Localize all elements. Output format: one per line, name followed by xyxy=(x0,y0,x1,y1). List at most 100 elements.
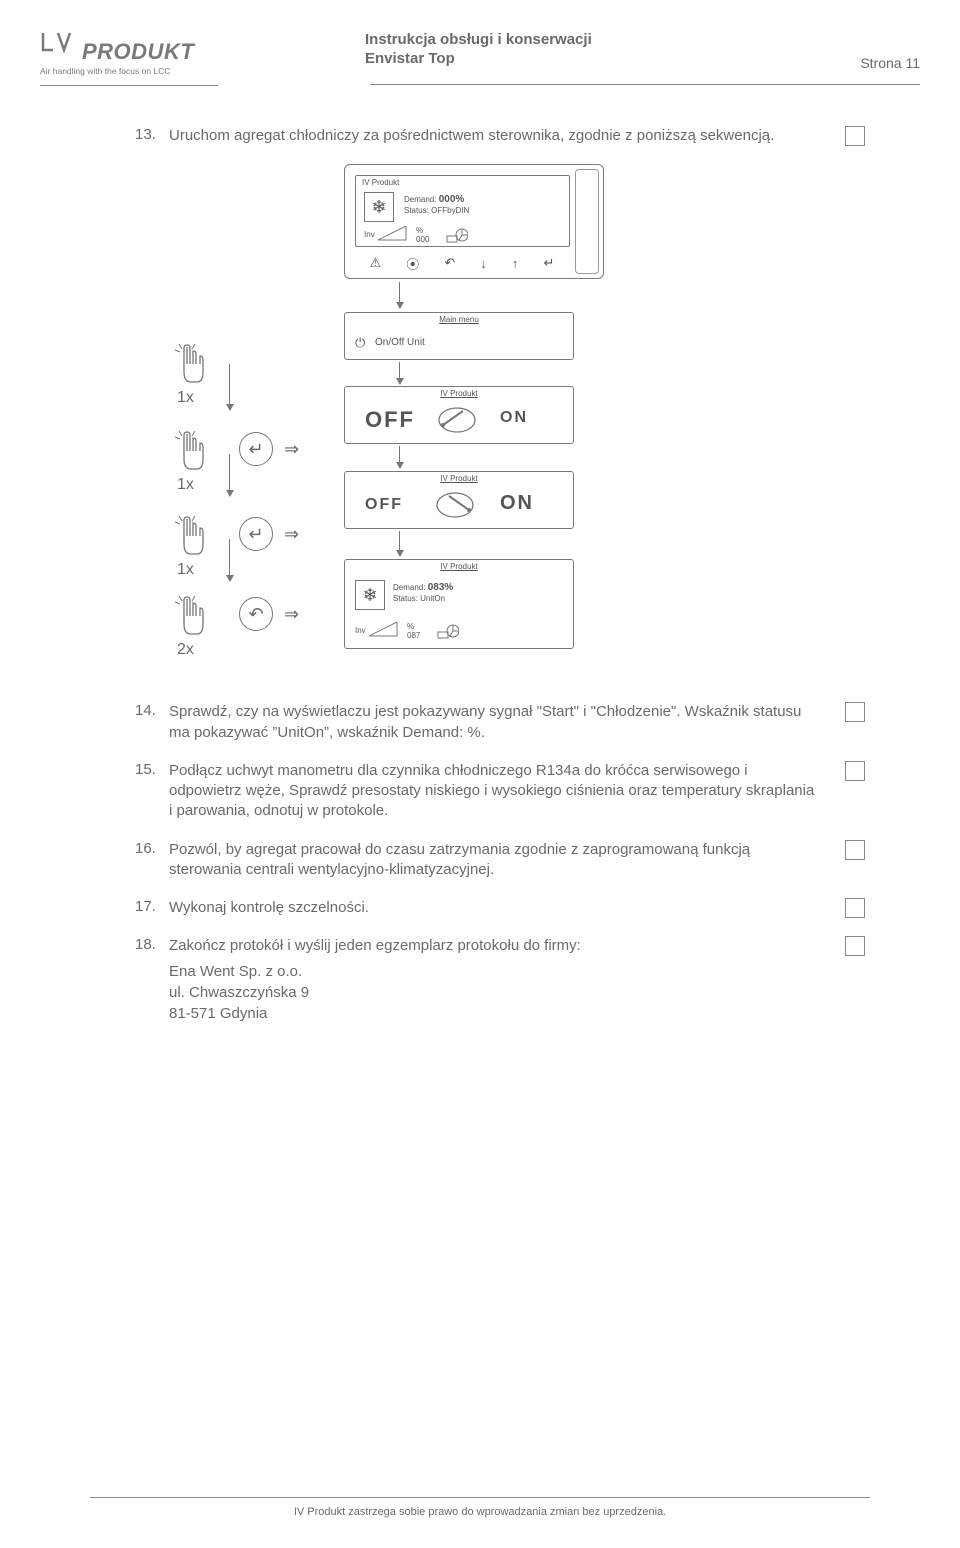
snowflake-icon: ❄ xyxy=(362,585,377,606)
step-text: Pozwól, by agregat pracował do czasu zat… xyxy=(169,840,815,881)
doc-subtitle: Envistar Top xyxy=(365,50,920,67)
enter-button-icon: ↵ xyxy=(239,517,273,551)
step-13: 13. Uruchom agregat chłodniczy za pośred… xyxy=(135,126,865,146)
enter-icon: ↵ xyxy=(544,255,555,271)
step-number: 14. xyxy=(135,702,169,719)
back-button-icon: ↶ xyxy=(239,597,273,631)
demand-label: Demand: xyxy=(404,195,436,204)
back-icon: ↶ xyxy=(444,255,455,271)
step-number: 17. xyxy=(135,898,169,915)
press-count-4: 2x xyxy=(177,641,194,659)
triple-arrow-icon: ⇒ xyxy=(284,440,297,458)
inv-label: Inv xyxy=(355,626,366,635)
warning-icon: ⚠ xyxy=(370,255,382,271)
demand-value: 000% xyxy=(439,194,465,205)
target-icon: ⦿ xyxy=(406,254,419,273)
inv-label: Inv xyxy=(364,230,375,239)
header-center: Instrukcja obsługi i konserwacji Envista… xyxy=(365,30,920,67)
down-icon: ↓ xyxy=(480,256,487,271)
page-number: Strona 11 xyxy=(860,55,920,71)
step-number: 13. xyxy=(135,126,169,143)
step-checkbox[interactable] xyxy=(845,840,865,860)
status-value: UnitOn xyxy=(420,594,445,603)
logo-tagline: Air handling with the focus on LCC xyxy=(40,66,215,76)
hand-press-icon xyxy=(169,594,209,642)
step-15: 15. Podłącz uchwyt manometru dla czynnik… xyxy=(135,761,865,822)
panel-off-selected: IV Produkt OFF ON xyxy=(344,386,574,444)
step-checkbox[interactable] xyxy=(845,936,865,956)
triple-arrow-icon: ⇒ xyxy=(284,525,297,543)
controller-sequence-diagram: IV Produkt ❄ Demand: 000% Status: OFFbyD… xyxy=(169,164,769,684)
pct-label: % xyxy=(407,622,420,631)
ramp-icon xyxy=(378,226,408,242)
demand-value: 083% xyxy=(428,582,454,593)
on-label: ON xyxy=(500,409,528,427)
fan-icon xyxy=(446,226,468,244)
step-checkbox[interactable] xyxy=(845,898,865,918)
demand-label: Demand: xyxy=(393,583,425,592)
ramp-icon xyxy=(369,622,399,638)
press-count-1: 1x xyxy=(177,389,194,407)
step-checkbox[interactable] xyxy=(845,126,865,146)
address-block: Ena Went Sp. z o.o. ul. Chwaszczyńska 9 … xyxy=(169,961,865,1024)
off-label: OFF xyxy=(365,496,403,514)
snowflake-icon: ❄ xyxy=(371,197,386,218)
status-value: OFFbyDIN xyxy=(431,206,469,215)
pct-label: % xyxy=(416,226,429,235)
hand-press-icon xyxy=(169,429,209,477)
menu-item: On/Off Unit xyxy=(375,337,425,348)
step-number: 18. xyxy=(135,936,169,953)
triple-arrow-icon: ⇒ xyxy=(284,605,297,623)
hand-press-icon xyxy=(169,342,209,390)
footer-rule xyxy=(90,1497,870,1498)
step-text: Wykonaj kontrolę szczelności. xyxy=(169,898,815,918)
panel-on-selected: IV Produkt OFF ON xyxy=(344,471,574,529)
step-number: 16. xyxy=(135,840,169,857)
pct-value: 000 xyxy=(416,235,429,244)
footer-text: IV Produkt zastrzega sobie prawo do wpro… xyxy=(0,1506,960,1518)
off-label: OFF xyxy=(365,407,415,433)
step-16: 16. Pozwól, by agregat pracował do czasu… xyxy=(135,840,865,881)
status-label: Status: xyxy=(393,594,418,603)
power-icon: ⏻ xyxy=(355,335,365,351)
step-17: 17. Wykonaj kontrolę szczelności. xyxy=(135,898,865,918)
content-body: 13. Uruchom agregat chłodniczy za pośred… xyxy=(135,126,865,1024)
fan-icon xyxy=(437,622,459,640)
panel-controller-top: IV Produkt ❄ Demand: 000% Status: OFFbyD… xyxy=(344,164,604,279)
switch-off-icon xyxy=(435,405,479,435)
nav-icons-row: ⚠ ⦿ ↶ ↓ ↑ ↵ xyxy=(357,254,567,272)
switch-on-icon xyxy=(433,490,477,520)
doc-title: Instrukcja obsługi i konserwacji xyxy=(365,30,920,50)
status-label: Status: xyxy=(404,206,429,215)
enter-button-icon: ↵ xyxy=(239,432,273,466)
panel-controller-bottom: IV Produkt ❄ Demand: 083% Status: UnitOn… xyxy=(344,559,574,649)
hand-press-icon xyxy=(169,514,209,562)
step-number: 15. xyxy=(135,761,169,778)
panel-title: IV Produkt xyxy=(345,474,573,483)
step-text: Zakończ protokół i wyślij jeden egzempla… xyxy=(169,936,815,956)
press-count-3: 1x xyxy=(177,561,194,579)
address-line-3: 81-571 Gdynia xyxy=(169,1003,865,1024)
step-checkbox[interactable] xyxy=(845,702,865,722)
press-count-2: 1x xyxy=(177,476,194,494)
document-header: PRODUKT Air handling with the focus on L… xyxy=(40,30,920,76)
logo-area: PRODUKT Air handling with the focus on L… xyxy=(40,30,215,76)
step-text: Podłącz uchwyt manometru dla czynnika ch… xyxy=(169,761,815,822)
pct-value: 087 xyxy=(407,631,420,640)
panel-title: IV Produkt xyxy=(362,178,399,187)
step-checkbox[interactable] xyxy=(845,761,865,781)
step-18: 18. Zakończ protokół i wyślij jeden egze… xyxy=(135,936,865,956)
logo-icon xyxy=(40,30,78,65)
panel-main-menu: Main menu ⏻ On/Off Unit xyxy=(344,312,574,360)
menu-title: Main menu xyxy=(345,315,573,324)
address-line-1: Ena Went Sp. z o.o. xyxy=(169,961,865,982)
step-14: 14. Sprawdź, czy na wyświetlaczu jest po… xyxy=(135,702,865,743)
on-label: ON xyxy=(500,492,534,515)
up-icon: ↑ xyxy=(512,256,519,271)
logo-brand: PRODUKT xyxy=(82,39,194,65)
step-text: Sprawdź, czy na wyświetlaczu jest pokazy… xyxy=(169,702,815,743)
step-text: Uruchom agregat chłodniczy za pośrednict… xyxy=(169,126,815,146)
panel-title: IV Produkt xyxy=(345,562,573,571)
panel-title: IV Produkt xyxy=(345,389,573,398)
address-line-2: ul. Chwaszczyńska 9 xyxy=(169,982,865,1003)
